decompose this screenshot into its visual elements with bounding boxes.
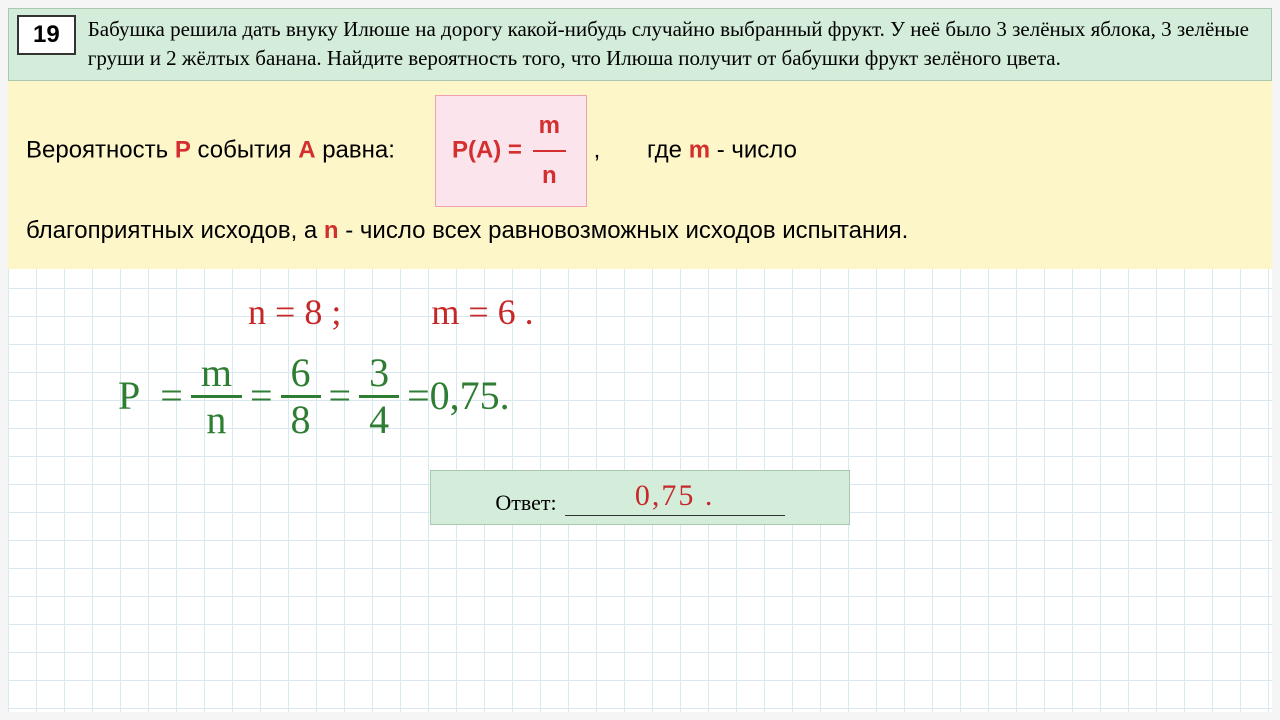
frac1-den: n xyxy=(191,398,242,442)
frac2-num: 6 xyxy=(281,351,321,398)
theory-text-8: - число всех равновозможных исходов испы… xyxy=(345,217,908,244)
fraction-34: 3 4 xyxy=(359,351,399,442)
n-label: n = xyxy=(248,292,304,332)
frac3-num: 3 xyxy=(359,351,399,398)
period-1: . xyxy=(516,292,534,332)
answer-line: 0,75 . xyxy=(565,479,785,516)
formula-box: P(A) = m n xyxy=(435,95,587,207)
equals-4: = xyxy=(407,366,430,426)
separator: ; xyxy=(322,292,341,332)
symbol-a: A xyxy=(298,136,315,163)
solution-area: n = 8 ; m = 6 . P = m n = 6 8 = 3 4 xyxy=(8,269,1272,452)
theory-comma: , xyxy=(594,136,601,163)
frac3-den: 4 xyxy=(359,398,399,442)
fraction-mn: m n xyxy=(191,351,242,442)
problem-number: 19 xyxy=(17,15,76,55)
solution-line-2: P = m n = 6 8 = 3 4 = 0,75 . xyxy=(118,351,1212,442)
symbol-p: P xyxy=(175,136,191,163)
formula-fraction: m n xyxy=(533,102,566,200)
problem-text: Бабушка решила дать внуку Илюше на дорог… xyxy=(88,9,1271,80)
equals-2: = xyxy=(250,366,273,426)
fraction-68: 6 8 xyxy=(281,351,321,442)
frac2-den: 8 xyxy=(281,398,321,442)
p-symbol: P xyxy=(118,366,140,426)
answer-value: 0,75 . xyxy=(635,479,715,512)
equals-3: = xyxy=(329,366,352,426)
theory-text-6: - число xyxy=(717,136,797,163)
n-value: 8 xyxy=(304,292,322,332)
formula-den: n xyxy=(533,152,566,200)
solution-line-1: n = 8 ; m = 6 . xyxy=(248,285,1212,339)
frac1-num: m xyxy=(191,351,242,398)
theory-text-3: равна: xyxy=(322,136,395,163)
page-container: 19 Бабушка решила дать внуку Илюше на до… xyxy=(8,8,1272,712)
theory-text-5: где xyxy=(647,136,689,163)
theory-text-7: благоприятных исходов, а xyxy=(26,217,324,244)
theory-text-1: Вероятность xyxy=(26,136,175,163)
theory-text-2: события xyxy=(198,136,299,163)
period-2: . xyxy=(500,366,510,426)
answer-label: Ответ: xyxy=(495,490,556,516)
problem-box: 19 Бабушка решила дать внуку Илюше на до… xyxy=(8,8,1272,81)
result-value: 0,75 xyxy=(430,366,500,426)
equals-1: = xyxy=(160,366,183,426)
theory-box: Вероятность P события A равна: P(A) = m … xyxy=(8,81,1272,269)
symbol-n: n xyxy=(324,217,339,244)
formula-lhs: P(A) = xyxy=(452,136,529,163)
m-label: m = xyxy=(431,292,497,332)
symbol-m: m xyxy=(689,136,710,163)
answer-box: Ответ: 0,75 . xyxy=(430,470,850,525)
m-value: 6 xyxy=(498,292,516,332)
formula-num: m xyxy=(533,102,566,152)
